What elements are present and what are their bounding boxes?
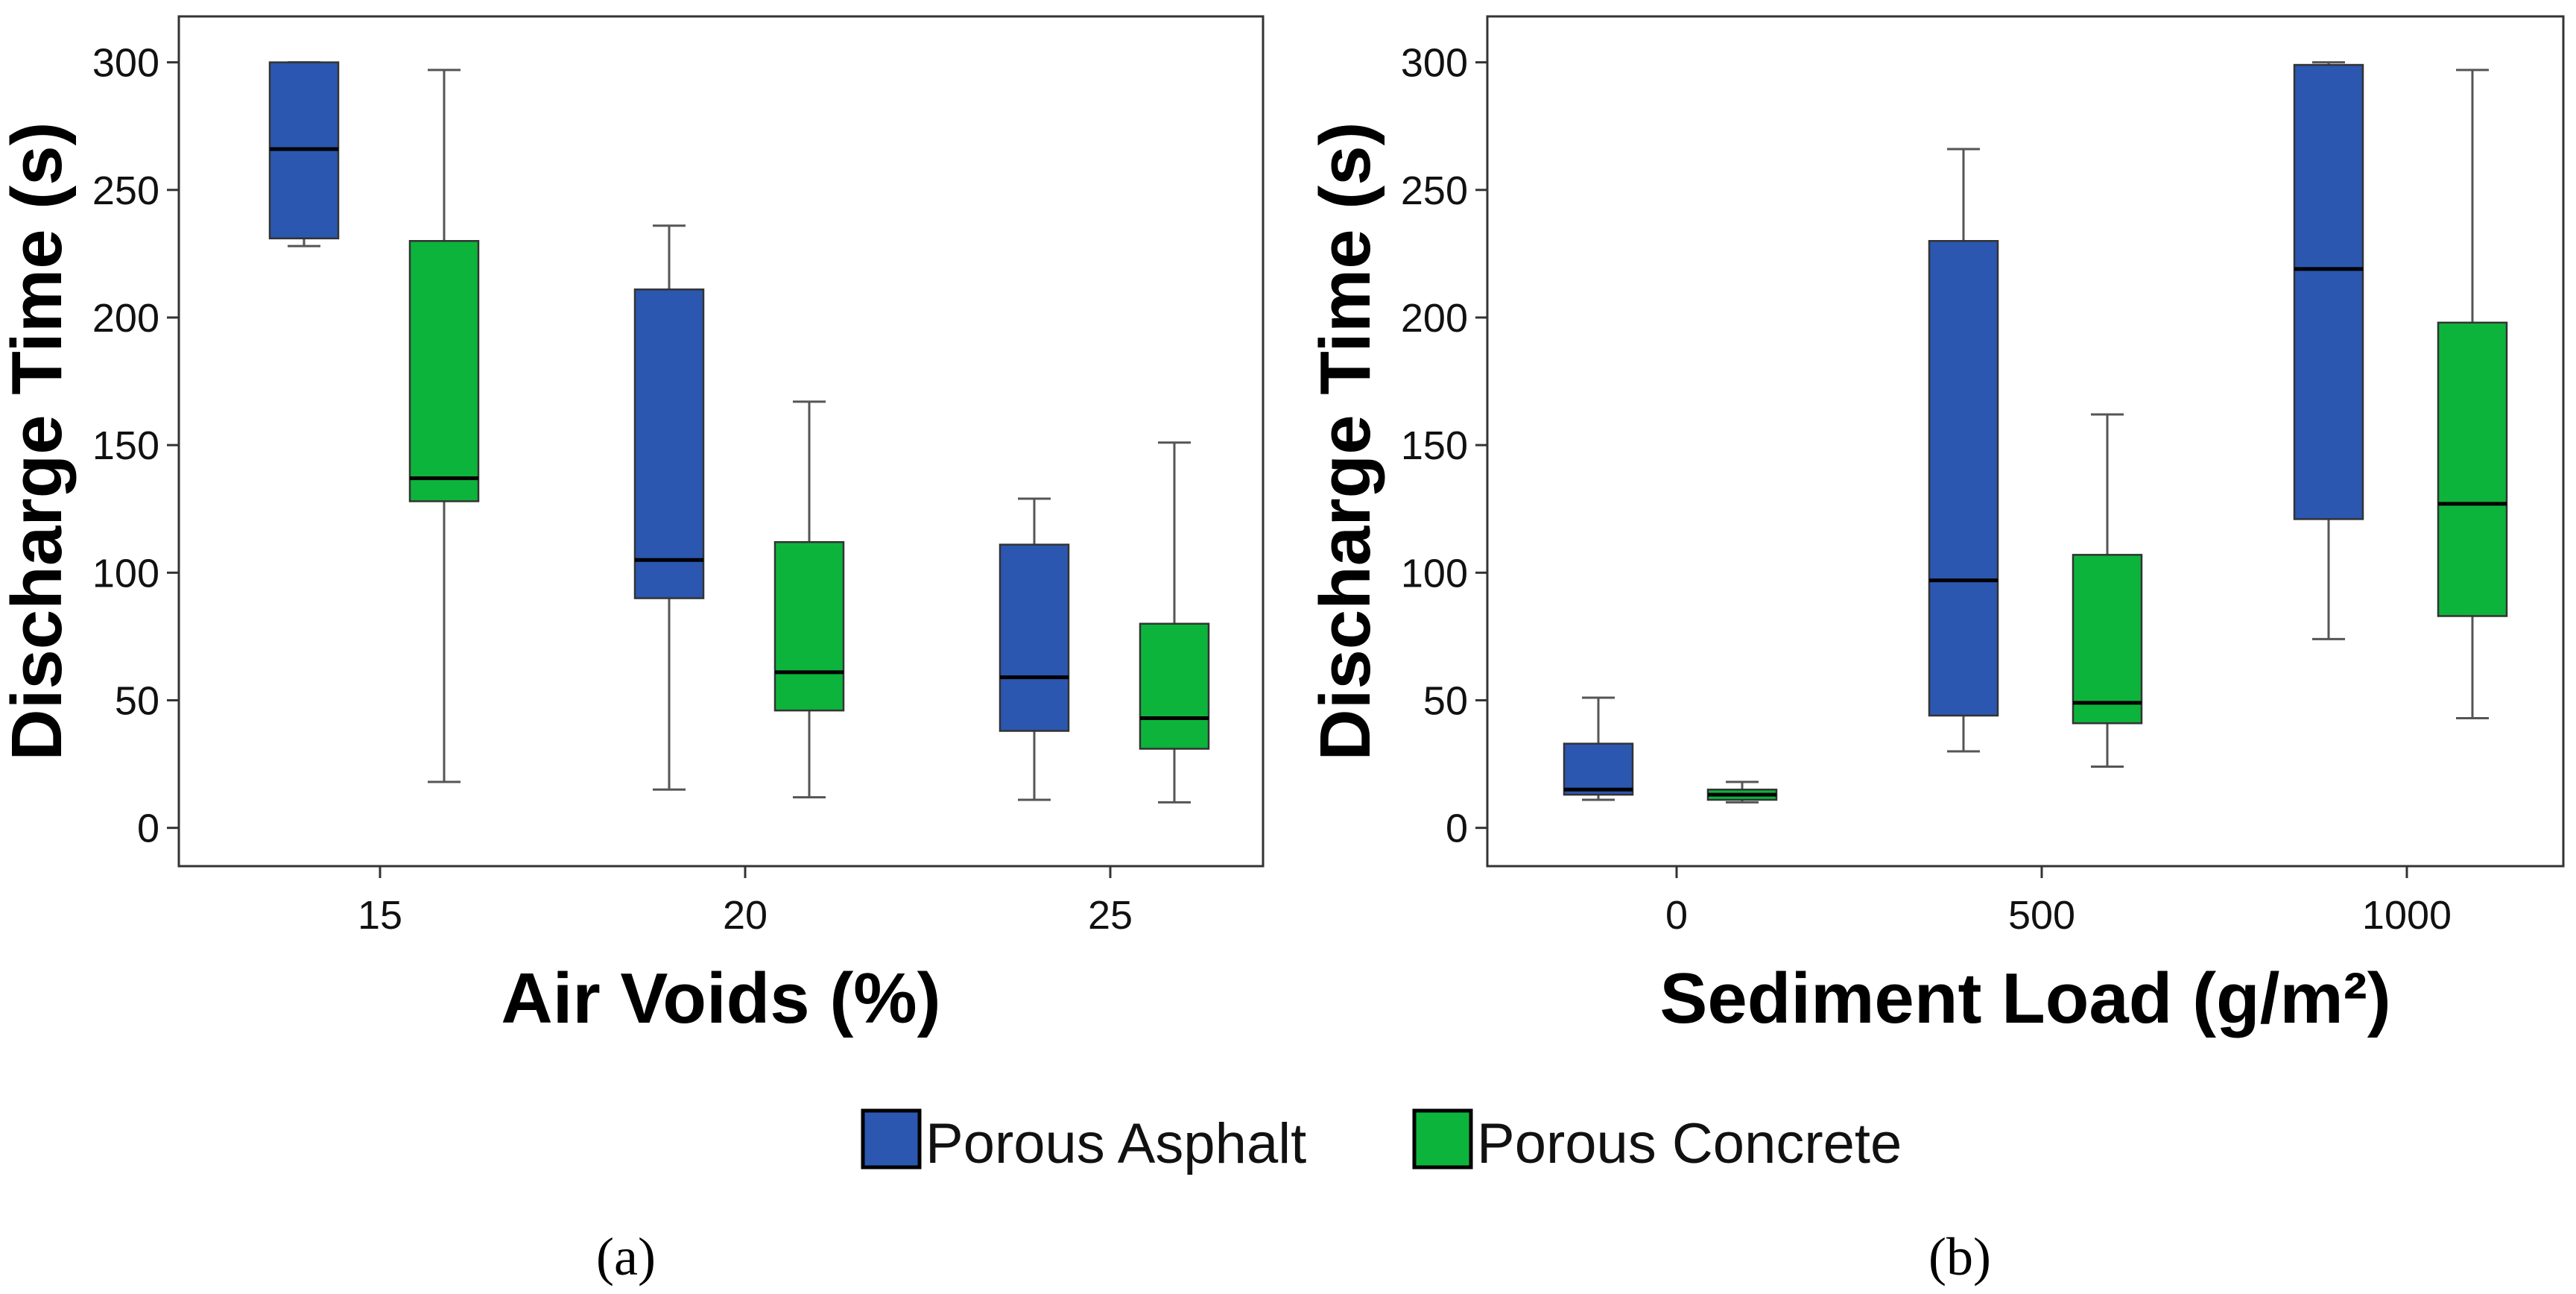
box-iqr (773, 540, 845, 712)
x-tick-label: 15 (358, 893, 402, 938)
y-tick-label: 100 (92, 551, 159, 596)
x-tick-label: 0 (1665, 893, 1688, 938)
y-tick-label: 250 (92, 168, 159, 213)
y-tick-label: 100 (1401, 551, 1468, 596)
y-tick-label: 0 (137, 807, 159, 851)
box-concrete-25 (1139, 441, 1210, 804)
legend-label-asphalt: Porous Asphalt (925, 1112, 1306, 1175)
box-iqr (408, 240, 480, 502)
box-iqr (999, 543, 1070, 732)
y-tick-label: 300 (92, 41, 159, 86)
y-axis-title: Discharge Time (s) (0, 121, 77, 760)
box-iqr (2293, 63, 2364, 520)
box-concrete-500 (2072, 413, 2143, 768)
legend-swatch-asphalt (861, 1108, 922, 1170)
box-concrete-0 (1706, 780, 1778, 804)
panel-a: 0 50 100 150 200 250 300 15 20 25 Air Voids (%) Dis… (0, 15, 1265, 1038)
box-concrete-20 (773, 400, 845, 799)
box-iqr (1928, 240, 1999, 717)
box-concrete-1000 (2437, 69, 2508, 719)
panel-label-a: (a) (596, 1227, 656, 1287)
y-tick-label: 0 (1446, 807, 1468, 851)
legend-label-concrete: Porous Concrete (1477, 1112, 1902, 1175)
box-asphalt-25 (999, 497, 1070, 801)
x-axis-title: Sediment Load (g/m²) (1659, 959, 2390, 1038)
y-tick-label: 250 (1401, 168, 1468, 213)
legend-swatch-concrete (1412, 1108, 1473, 1170)
y-axis-title: Discharge Time (s) (1306, 121, 1385, 760)
y-tick-label: 200 (92, 296, 159, 341)
box-iqr (633, 288, 705, 599)
panel-b: 0 50 100 150 200 250 300 0 500 1000 Sediment Load … (1306, 15, 2565, 1038)
x-tick-label: 500 (2008, 893, 2075, 938)
y-tick-label: 300 (1401, 41, 1468, 86)
box-asphalt-1000 (2293, 61, 2364, 640)
box-asphalt-20 (633, 224, 705, 791)
box-asphalt-500 (1928, 148, 1999, 753)
y-tick-label: 150 (92, 423, 159, 468)
legend: Porous Asphalt Porous Concrete (861, 1108, 1902, 1175)
x-tick-label: 1000 (2362, 893, 2452, 938)
box-iqr (1139, 622, 1210, 750)
box-iqr (2072, 554, 2143, 725)
box-asphalt-15 (268, 61, 340, 247)
y-tick-label: 150 (1401, 423, 1468, 468)
x-axis-title: Air Voids (%) (501, 959, 940, 1038)
plot-frame (1486, 15, 2565, 868)
y-tick-label: 200 (1401, 296, 1468, 341)
y-tick-label: 50 (1423, 678, 1468, 723)
plot-frame (177, 15, 1265, 868)
box-asphalt-0 (1563, 696, 1634, 801)
y-tick-label: 50 (115, 678, 159, 723)
box-concrete-15 (408, 69, 480, 783)
x-tick-label: 20 (723, 893, 768, 938)
x-tick-label: 25 (1088, 893, 1133, 938)
box-iqr (2437, 321, 2508, 617)
box-iqr (1563, 742, 1634, 796)
panel-label-b: (b) (1928, 1227, 1991, 1287)
